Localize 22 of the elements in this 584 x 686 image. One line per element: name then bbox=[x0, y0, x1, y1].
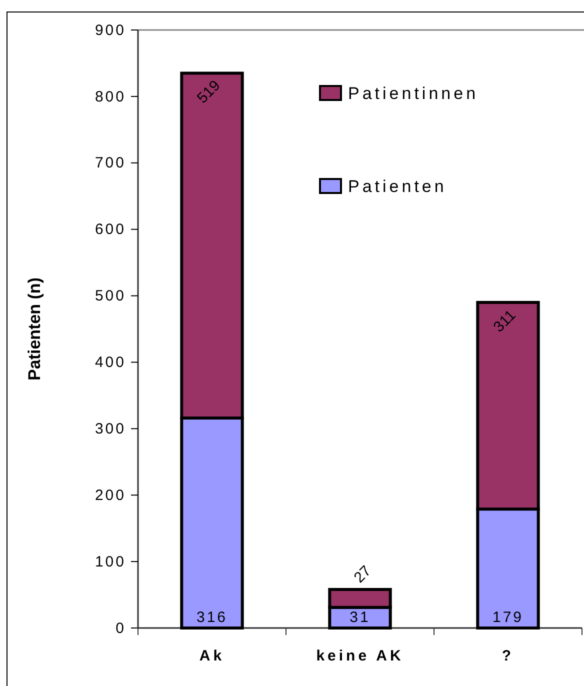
legend-label: Patientinnen bbox=[348, 84, 479, 103]
data-label: 179 bbox=[492, 609, 524, 626]
data-label: 316 bbox=[196, 609, 228, 626]
y-tick-label: 200 bbox=[94, 486, 126, 504]
legend-label: Patienten bbox=[348, 177, 447, 196]
y-tick-label: 500 bbox=[94, 288, 126, 305]
x-tick-label: keine AK bbox=[316, 648, 404, 665]
y-tick-label: 300 bbox=[94, 420, 126, 438]
x-tick-label: ? bbox=[502, 648, 514, 665]
y-tick-label: 0 bbox=[116, 620, 126, 637]
y-tick-label: 100 bbox=[94, 553, 126, 570]
y-tick-label: 900 bbox=[94, 22, 126, 39]
y-tick-label: 600 bbox=[94, 221, 126, 238]
x-tick-label: Ak bbox=[199, 648, 225, 665]
y-axis-title: Patienten (n) bbox=[25, 278, 44, 380]
y-tick-label: 800 bbox=[94, 88, 126, 106]
y-tick-label: 700 bbox=[94, 154, 126, 172]
y-tick-label: 400 bbox=[94, 354, 126, 372]
data-label: 27 bbox=[350, 562, 375, 586]
data-label: 31 bbox=[350, 609, 370, 626]
data-label: 519 bbox=[194, 77, 224, 107]
data-label: 311 bbox=[490, 306, 520, 336]
